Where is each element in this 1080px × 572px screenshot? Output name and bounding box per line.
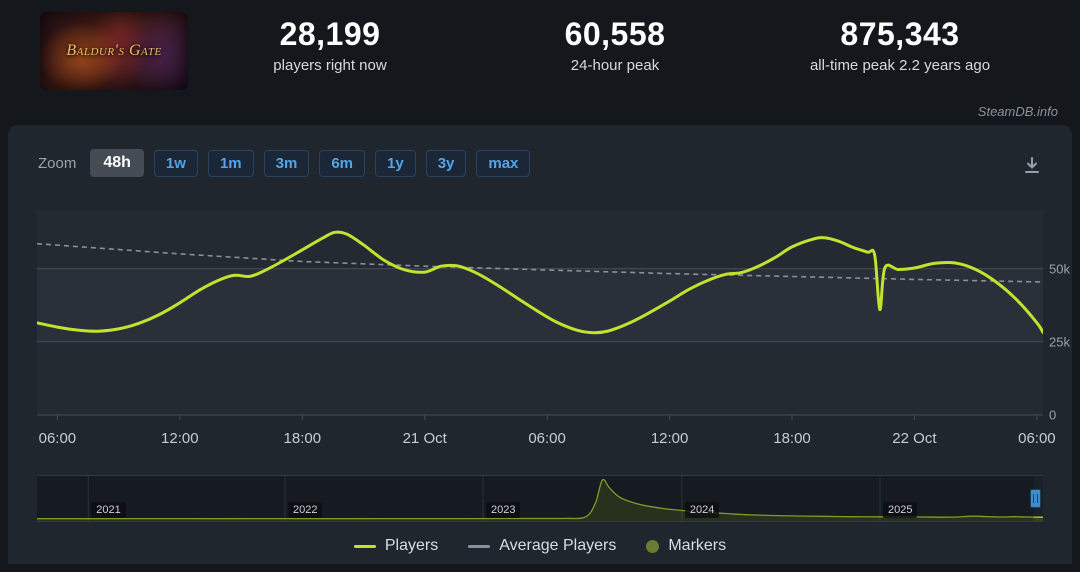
x-axis-tick-label: 12:00: [161, 430, 199, 447]
navigator-year-label: 2021: [91, 501, 126, 518]
legend-item-markers[interactable]: Markers: [646, 537, 726, 555]
navigator-handle[interactable]: [1029, 489, 1041, 508]
chart-legend: Players Average Players Markers: [8, 537, 1072, 555]
stat-label: all-time peak 2.2 years ago: [809, 57, 991, 74]
zoom-range-48h[interactable]: 48h: [90, 149, 144, 177]
chart-panel: Zoom 48h 1w 1m 3m 6m 1y 3y max 50k 25k 0…: [8, 125, 1072, 564]
x-axis-tick-label: 18:00: [773, 430, 811, 447]
stat-value: 60,558: [564, 16, 666, 52]
stat-all-time-peak: 875,343 all-time peak 2.2 years ago: [750, 16, 1050, 74]
zoom-range-max[interactable]: max: [476, 149, 531, 177]
legend-label: Players: [384, 537, 439, 554]
markers-dot-swatch-icon: [646, 539, 660, 553]
zoom-range-3y[interactable]: 3y: [425, 149, 467, 177]
y-axis-tick-label: 50k: [1049, 261, 1070, 277]
average-line-swatch-icon: [468, 544, 491, 548]
zoom-range-3m[interactable]: 3m: [263, 149, 310, 177]
game-capsule-image[interactable]: Baldur's Gate: [40, 12, 188, 90]
steamdb-watermark: SteamDB.info: [977, 104, 1058, 119]
download-button[interactable]: [1020, 153, 1044, 180]
legend-label: Average Players: [499, 537, 617, 554]
x-axis-tick-label: 12:00: [650, 430, 689, 447]
legend-item-average-players[interactable]: Average Players: [468, 537, 616, 555]
y-axis-tick-label: 0: [1049, 407, 1057, 423]
x-axis-tick-label: 22 Oct: [892, 430, 937, 447]
navigator-year-label: 2022: [288, 501, 323, 518]
stat-value: 28,199: [279, 16, 381, 52]
zoom-toolbar: Zoom 48h 1w 1m 3m 6m 1y 3y max: [38, 147, 531, 179]
stat-label: 24-hour peak: [570, 57, 660, 74]
legend-item-players[interactable]: Players: [353, 537, 439, 555]
chart-navigator[interactable]: 2021 2022 2023 2024 2025: [37, 475, 1044, 522]
navigator-year-label: 2025: [883, 501, 918, 518]
zoom-range-6m[interactable]: 6m: [319, 149, 365, 177]
y-axis-tick-label: 25k: [1049, 334, 1070, 350]
x-axis-tick-label: 06:00: [38, 430, 77, 447]
stat-24-hour-peak: 60,558 24-hour peak: [465, 16, 765, 74]
zoom-range-1m[interactable]: 1m: [207, 149, 254, 177]
players-line-swatch-icon: [353, 544, 376, 548]
player-count-chart[interactable]: 50k 25k 0 06:00 12:00 18:00 21 Oct 06:00…: [37, 210, 1070, 447]
x-axis-tick-label: 21 Oct: [402, 430, 447, 447]
x-axis-tick-label: 18:00: [283, 430, 322, 447]
x-axis-tick-label: 06:00: [528, 430, 566, 447]
chart-canvas: [37, 210, 1043, 420]
zoom-range-1w[interactable]: 1w: [153, 149, 198, 177]
navigator-year-label: 2023: [486, 501, 521, 518]
stat-players-right-now: 28,199 players right now: [180, 16, 480, 74]
stat-label: players right now: [273, 57, 387, 74]
navigator-year-label: 2024: [684, 501, 720, 518]
download-icon: [1025, 157, 1039, 173]
game-logo-text: Baldur's Gate: [66, 42, 162, 59]
stat-value: 875,343: [840, 16, 960, 52]
x-axis-tick-label: 06:00: [1018, 430, 1056, 447]
navigator-canvas: [37, 476, 1044, 521]
zoom-label: Zoom: [38, 154, 77, 172]
zoom-range-1y[interactable]: 1y: [375, 149, 416, 177]
legend-label: Markers: [668, 537, 727, 554]
